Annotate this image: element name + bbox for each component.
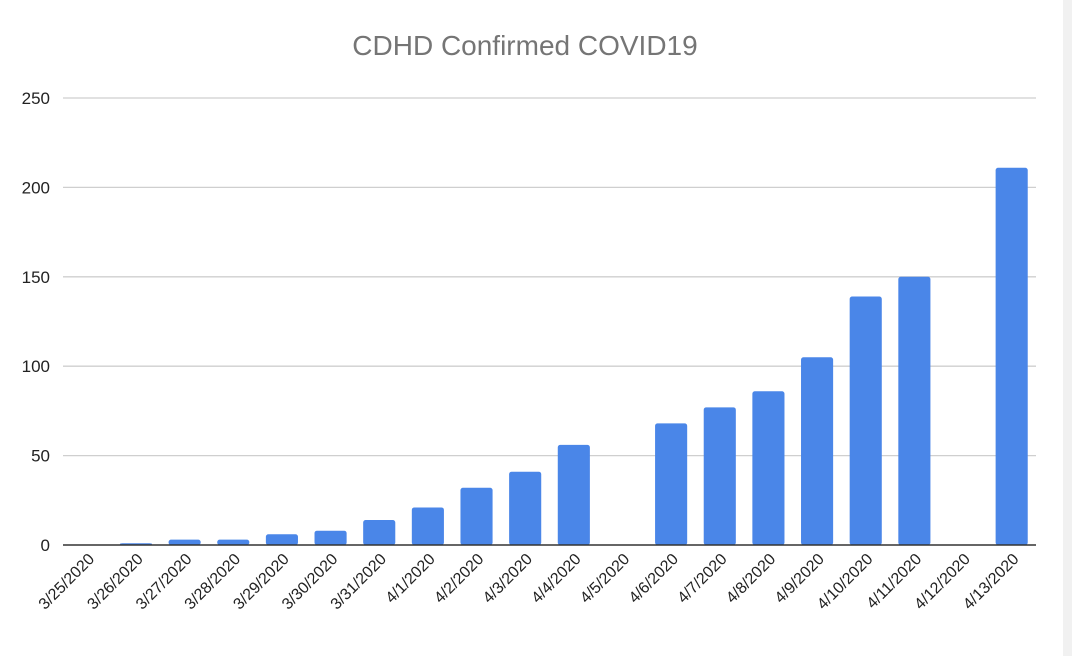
chart-title: CDHD Confirmed COVID19 bbox=[352, 30, 697, 61]
bar bbox=[703, 407, 736, 545]
x-tick-label: 4/5/2020 bbox=[577, 551, 633, 607]
y-axis-ticks: 0 50 100 150 200 250 bbox=[22, 89, 50, 555]
bar bbox=[265, 534, 298, 545]
y-tick-label: 200 bbox=[22, 178, 50, 197]
y-tick-label: 100 bbox=[22, 357, 50, 376]
bar bbox=[411, 507, 444, 545]
y-tick-label: 0 bbox=[41, 536, 50, 555]
x-tick-label: 4/1/2020 bbox=[383, 551, 439, 607]
x-axis-ticks: 3/25/20203/26/20203/27/20203/28/20203/29… bbox=[36, 551, 1023, 613]
x-tick-label: 4/7/2020 bbox=[675, 551, 731, 607]
y-tick-label: 250 bbox=[22, 89, 50, 108]
gridlines bbox=[63, 97, 1036, 457]
bar bbox=[801, 357, 834, 545]
bar bbox=[655, 423, 688, 545]
bar bbox=[509, 471, 542, 545]
bar bbox=[752, 391, 785, 545]
bar bbox=[557, 444, 590, 545]
window-right-edge bbox=[1063, 0, 1072, 656]
x-tick-label: 4/2/2020 bbox=[431, 551, 487, 607]
y-tick-label: 150 bbox=[22, 268, 50, 287]
y-tick-label: 50 bbox=[31, 447, 50, 466]
bar bbox=[217, 539, 250, 545]
bar bbox=[849, 296, 882, 545]
x-tick-label: 4/4/2020 bbox=[529, 551, 585, 607]
bar bbox=[168, 539, 201, 545]
bar bbox=[314, 530, 347, 545]
bars bbox=[119, 167, 1028, 545]
bar bbox=[898, 276, 931, 545]
bar bbox=[363, 519, 396, 545]
x-tick-label: 4/6/2020 bbox=[626, 551, 682, 607]
bar bbox=[460, 487, 493, 545]
x-tick-label: 4/3/2020 bbox=[480, 551, 536, 607]
x-tick-label: 4/8/2020 bbox=[723, 551, 779, 607]
bar bbox=[995, 167, 1028, 545]
